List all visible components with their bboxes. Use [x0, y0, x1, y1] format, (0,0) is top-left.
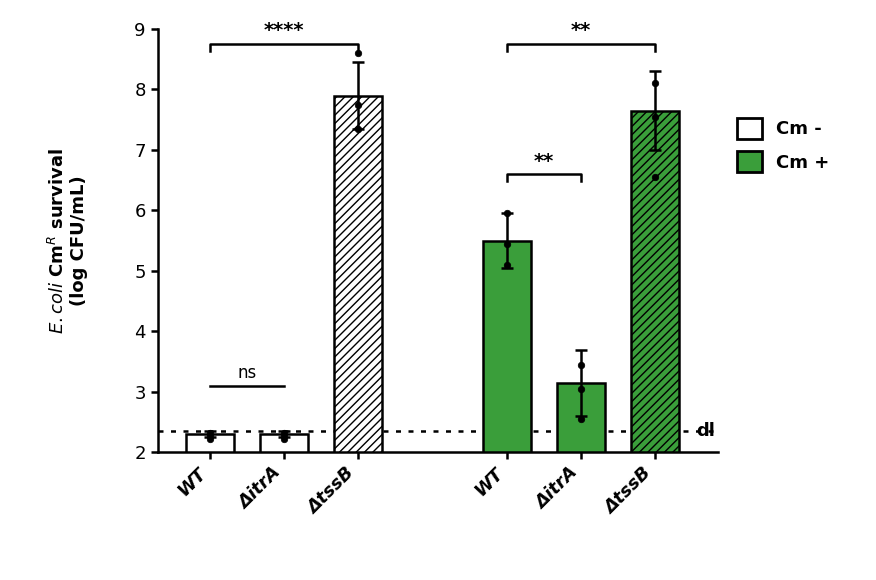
- Text: **: **: [571, 21, 591, 41]
- Point: [648, 79, 662, 88]
- Bar: [631, 111, 679, 452]
- Point: [277, 429, 291, 438]
- Point: [202, 432, 216, 441]
- Point: [351, 100, 365, 109]
- Point: [499, 239, 513, 248]
- Bar: [557, 383, 605, 452]
- Text: ns: ns: [237, 364, 257, 382]
- Point: [277, 434, 291, 444]
- Legend: Cm -, Cm +: Cm -, Cm +: [733, 114, 833, 176]
- Point: [351, 124, 365, 133]
- Text: $\it{E. coli}$ Cm$^R$ survival
(log CFU/mL): $\it{E. coli}$ Cm$^R$ survival (log CFU/…: [47, 147, 88, 334]
- Bar: [260, 434, 308, 452]
- Point: [574, 385, 588, 394]
- Point: [277, 432, 291, 441]
- Point: [574, 415, 588, 424]
- Point: [202, 434, 216, 444]
- Point: [202, 429, 216, 438]
- Point: [574, 360, 588, 369]
- Point: [648, 112, 662, 121]
- Point: [351, 49, 365, 58]
- Bar: [483, 241, 531, 452]
- Text: ****: ****: [264, 21, 304, 41]
- Text: dl: dl: [696, 422, 715, 440]
- Point: [648, 173, 662, 182]
- Point: [499, 260, 513, 270]
- Bar: [334, 96, 382, 452]
- Bar: [186, 434, 234, 452]
- Point: [499, 209, 513, 218]
- Text: **: **: [533, 151, 554, 171]
